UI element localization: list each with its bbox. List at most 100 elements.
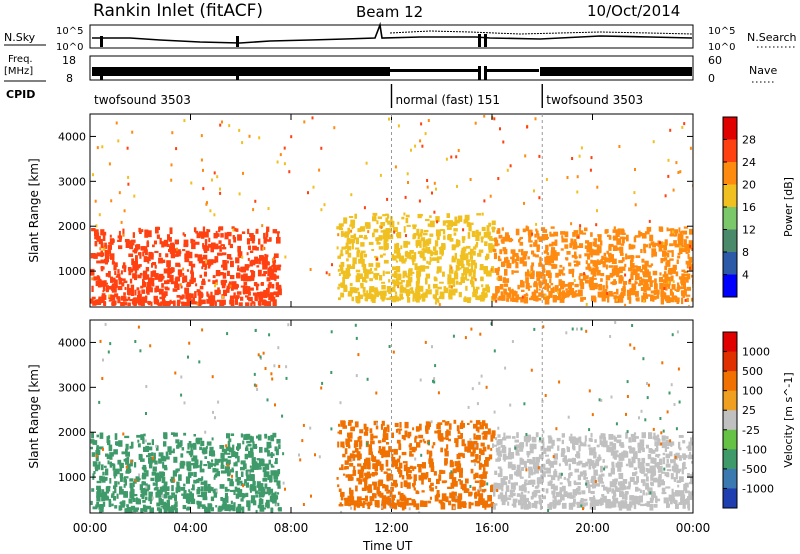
data-cell [217, 233, 220, 237]
data-cell [386, 297, 391, 301]
data-cell [623, 281, 628, 285]
data-cell [269, 292, 274, 299]
data-cell [128, 253, 134, 257]
data-cell [683, 122, 686, 126]
data-cell [509, 164, 512, 168]
noise-left-tick-top: 10^5 [56, 26, 83, 37]
data-cell [576, 327, 578, 331]
data-cell [340, 249, 343, 257]
data-cell [613, 281, 617, 285]
data-cell [172, 288, 178, 292]
data-cell [644, 260, 649, 267]
time-axis-label: Time UT [362, 539, 413, 553]
data-cell [580, 498, 584, 503]
data-cell [544, 233, 548, 240]
data-cell [399, 469, 403, 477]
data-cell [497, 494, 501, 500]
data-cell [421, 144, 424, 148]
data-cell [536, 277, 541, 282]
data-cell [572, 495, 576, 498]
data-cell [501, 294, 506, 301]
data-cell [660, 241, 664, 247]
data-cell [386, 498, 392, 504]
data-cell [563, 476, 566, 480]
data-cell [145, 249, 148, 256]
colorbar-tick-label: 25 [742, 404, 756, 417]
data-cell [462, 423, 465, 428]
data-cell [256, 467, 262, 470]
data-cell [203, 271, 207, 277]
data-cell [636, 496, 639, 499]
data-cell [372, 463, 377, 470]
data-cell [185, 250, 190, 256]
data-cell [275, 231, 280, 234]
data-cell [252, 496, 256, 500]
data-cell [227, 456, 232, 459]
data-cell [396, 499, 400, 505]
data-cell [549, 275, 552, 279]
data-cell [667, 158, 670, 162]
data-cell [536, 271, 541, 278]
data-cell [395, 260, 398, 263]
data-cell [393, 249, 399, 254]
data-cell [678, 239, 682, 246]
data-cell [413, 487, 416, 491]
data-cell [525, 433, 528, 436]
data-cell [415, 490, 419, 494]
nave-tick-bottom: 0 [708, 72, 715, 85]
data-cell [254, 490, 259, 494]
data-cell [120, 295, 126, 301]
data-cell [111, 261, 116, 265]
data-cell [472, 447, 476, 454]
data-cell [391, 273, 395, 277]
data-cell [213, 474, 218, 478]
data-cell [267, 207, 270, 210]
data-cell [498, 234, 503, 239]
data-cell [176, 301, 180, 306]
data-cell [480, 442, 485, 447]
data-cell [493, 252, 497, 260]
data-cell [119, 466, 123, 472]
data-cell [253, 282, 258, 286]
data-cell [683, 454, 687, 460]
data-cell [273, 291, 278, 296]
data-cell [270, 273, 276, 280]
data-cell [633, 481, 638, 485]
data-cell [628, 481, 631, 488]
data-cell [204, 267, 207, 270]
data-cell [262, 351, 265, 355]
data-cell [279, 153, 282, 157]
data-cell [657, 469, 661, 473]
data-cell [202, 451, 206, 455]
data-cell [100, 464, 104, 471]
data-cell [590, 156, 593, 160]
data-cell [160, 499, 164, 504]
data-cell [475, 420, 481, 425]
data-cell [509, 489, 512, 497]
data-cell [382, 484, 386, 489]
data-cell [616, 288, 619, 295]
data-cell [474, 289, 478, 294]
data-cell [459, 468, 463, 473]
data-cell [380, 469, 383, 472]
data-cell [357, 469, 361, 474]
data-cell [618, 266, 623, 274]
data-cell [492, 295, 497, 300]
data-cell [137, 443, 141, 448]
data-cell [344, 231, 350, 238]
data-cell [337, 484, 340, 488]
data-cell [406, 172, 409, 176]
data-cell [190, 270, 194, 274]
data-cell [677, 284, 680, 291]
data-cell [200, 134, 203, 138]
data-cell [618, 260, 624, 264]
data-cell [190, 272, 194, 278]
data-cell [680, 277, 684, 284]
data-cell [245, 447, 249, 452]
data-cell [249, 465, 252, 468]
data-cell [491, 226, 495, 233]
data-cell [538, 262, 543, 267]
data-cell [436, 266, 442, 273]
data-cell [426, 185, 429, 189]
data-cell [100, 476, 105, 482]
